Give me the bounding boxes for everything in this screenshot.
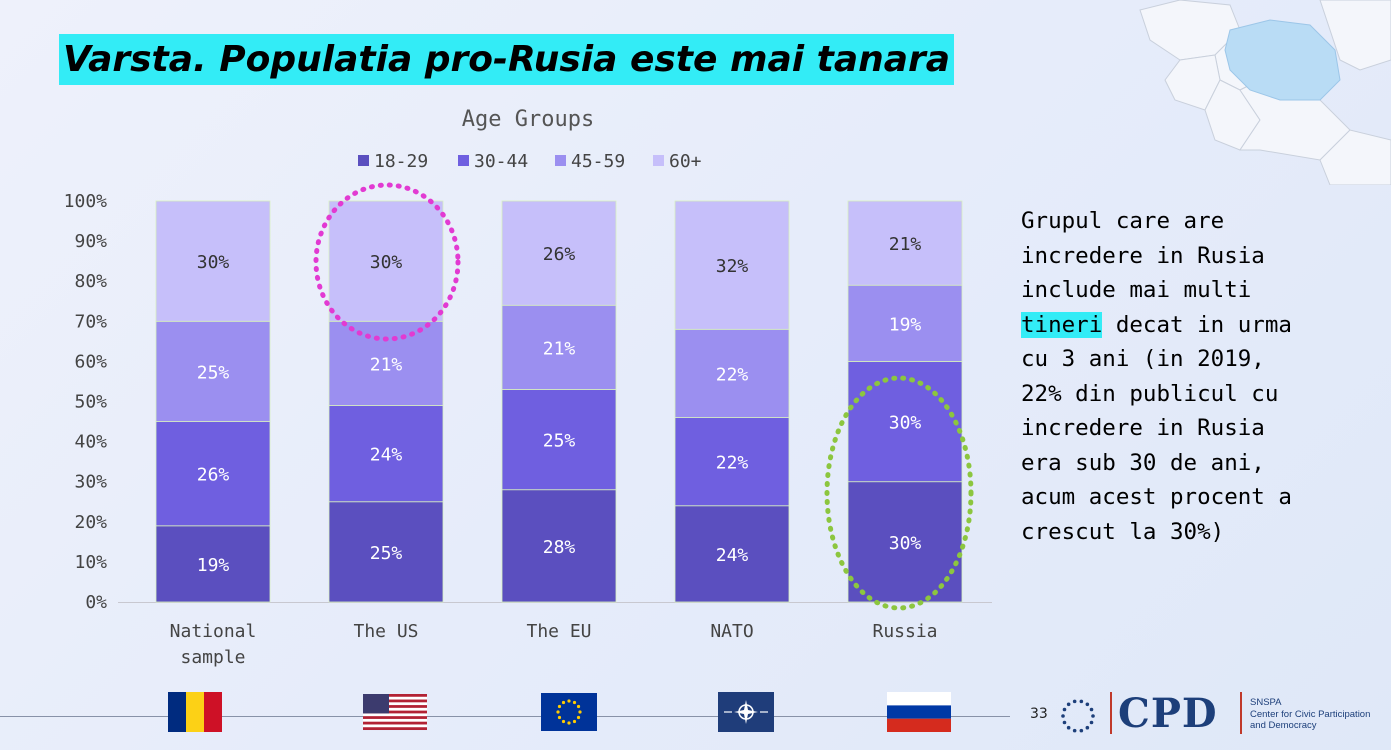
side-text-part-1: Grupul care are incredere in Rusia inclu… [1021,208,1265,303]
y-tick-label: 20% [74,512,107,533]
legend-swatch-18-29 [358,155,369,166]
cpd-sub-line-3: and Democracy [1250,720,1317,731]
data-label: 26% [543,244,576,265]
legend-label-45-59: 45-59 [571,151,625,172]
data-label: 32% [716,256,749,277]
russia-highlight-ellipse [824,375,974,611]
data-label: 30% [370,252,403,273]
data-label: 22% [716,453,749,474]
bar-segment-60+ [155,200,271,322]
data-label: 21% [370,354,403,375]
data-label: 30% [889,413,922,434]
bar-segment-30-44 [155,421,271,527]
y-tick-label: 100% [64,191,108,212]
data-label: 25% [197,362,230,383]
data-label: 26% [197,465,230,486]
data-label: 24% [716,545,749,566]
x-tick-label: Russia [872,621,937,642]
x-tick-label: The US [353,621,418,642]
cpd-logo-subtitle: SNSPA Center for Civic Participation and… [1250,697,1390,732]
y-tick-label: 70% [74,311,107,332]
data-label: 22% [716,364,749,385]
data-label: 30% [197,252,230,273]
legend-label-30-44: 30-44 [474,151,528,172]
bar-segment-60+ [501,200,617,306]
data-label: 24% [370,445,403,466]
us-highlight-circle [313,182,461,342]
data-label: 28% [543,537,576,558]
bar-segment-18-29 [847,481,963,603]
y-tick-label: 0% [85,592,107,613]
bar-segment-45-59 [155,320,271,422]
cpd-sub-line-1: SNSPA [1250,697,1282,708]
bar-segment-18-29 [328,501,444,603]
romania-shape [1224,19,1341,101]
russia-flag [887,692,951,732]
snspa-logo [1061,699,1095,733]
page-number: 33 [1030,706,1048,722]
x-tick-label: National sample [170,621,257,668]
age-groups-chart: Age Groups 18-29 30-44 45-59 60+ 0% 10% 20% 30% 4… [64,107,992,668]
romania-flag [168,692,222,732]
bar-segment-45-59 [328,320,444,406]
y-tick-label: 40% [74,432,107,453]
eu-flag [541,693,597,731]
bar-segment-60+ [847,200,963,286]
bar-segment-30-44 [328,405,444,503]
bar-segment-60+ [328,200,444,322]
y-tick-label: 10% [74,552,107,573]
bar-segment-45-59 [501,304,617,390]
bar-segment-30-44 [847,360,963,483]
footer-divider-line [0,716,1010,717]
side-text-highlight: tineri [1021,311,1103,338]
y-tick-label: 90% [74,231,107,252]
data-label: 25% [370,543,403,564]
side-commentary: Grupul care are incredere in Rusia inclu… [1021,204,1361,549]
cpd-sub-line-2: Center for Civic Participation [1250,708,1371,720]
bar-segment-45-59 [847,284,963,362]
logo-divider [1110,692,1112,734]
data-label: 25% [543,431,576,452]
x-tick-label: NATO [710,621,753,642]
cpd-logo: CPD [1118,690,1218,737]
region-map-decoration [1139,0,1391,185]
bar-segment-18-29 [674,505,790,603]
legend-label-60+: 60+ [669,151,702,172]
data-label: 30% [889,533,922,554]
bar-segment-30-44 [674,417,790,507]
bar-segment-45-59 [674,328,790,418]
bar-segment-30-44 [501,389,617,491]
nato-flag [718,692,774,732]
logo-divider-2 [1240,692,1242,734]
x-tick-label: The EU [526,621,591,642]
bar-segment-18-29 [501,489,617,603]
legend-swatch-30-44 [458,155,469,166]
legend-label-18-29: 18-29 [374,151,428,172]
data-label: 19% [197,555,230,576]
legend-swatch-45-59 [555,155,566,166]
side-text-part-2: decat in urma cu 3 ani (in 2019, 22% din… [1021,311,1292,545]
data-label: 19% [889,314,922,335]
y-tick-label: 60% [74,351,107,372]
y-tick-label: 30% [74,472,107,493]
data-label: 21% [543,338,576,359]
chart-title: Age Groups [462,107,594,132]
usa-flag [363,694,427,731]
bar-segment-60+ [674,200,790,330]
y-tick-label: 80% [74,271,107,292]
slide-title: Varsta. Populatia pro-Rusia este mai tan… [59,34,955,85]
legend-swatch-60+ [653,155,664,166]
data-label: 21% [889,234,922,255]
y-tick-label: 50% [74,392,107,413]
